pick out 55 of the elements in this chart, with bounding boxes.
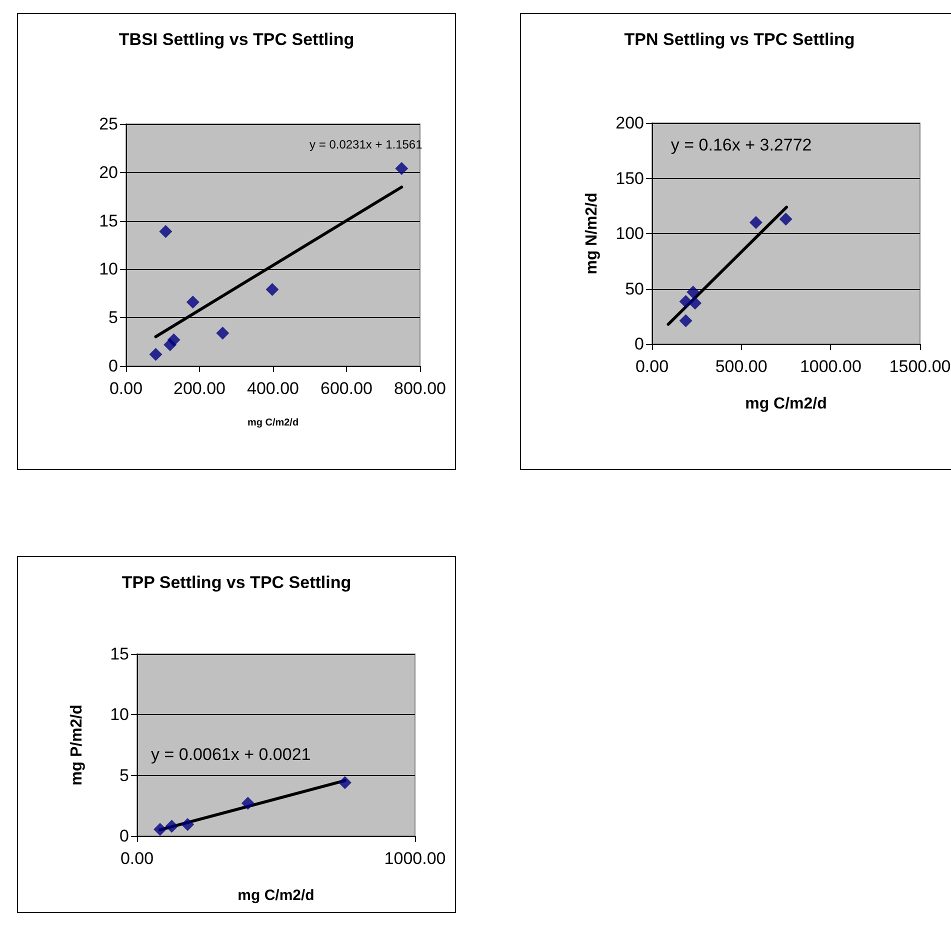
y-tick-label: 15	[99, 211, 118, 230]
point	[154, 822, 167, 836]
x-axis-title: mg C/m2/d	[745, 396, 827, 412]
y-tick-label: 150	[616, 168, 644, 188]
y-tick-label: 20	[99, 162, 118, 182]
x-tick-label: 0.00	[109, 379, 143, 398]
point	[159, 224, 172, 238]
point	[679, 294, 692, 308]
chart-title: TPN Settling vs TPC Settling	[624, 30, 855, 49]
x-tick-label: 1500.00	[889, 357, 951, 376]
point	[241, 796, 254, 810]
y-axis-title: mg N/m2/d	[584, 192, 600, 274]
y-tick-label: 200	[616, 114, 644, 132]
x-tick-label: 0.00	[635, 357, 669, 376]
x-tick-label: 500.00	[715, 357, 768, 376]
point	[167, 333, 180, 346]
chart-title: TPP Settling vs TPC Settling	[122, 573, 352, 592]
y-tick-label: 25	[99, 114, 118, 134]
x-tick-label: 0.00	[120, 849, 154, 868]
y-tick-label: 50	[625, 279, 644, 298]
point	[395, 162, 408, 176]
point	[686, 286, 700, 299]
x-axis-title: mg C/m2/d	[247, 418, 299, 428]
point	[181, 818, 194, 831]
y-tick-label: 0	[634, 334, 644, 354]
x-tick-label: 1000.00	[800, 357, 862, 376]
point	[266, 283, 279, 296]
point	[749, 216, 762, 229]
y-axis-title: mg P/m2/d	[68, 704, 86, 786]
x-tick-label: 400.00	[247, 379, 299, 398]
y-tick-label: 10	[110, 705, 129, 724]
point	[165, 820, 178, 833]
point	[216, 326, 230, 340]
x-axis-title: mg C/m2/d	[238, 887, 314, 904]
point	[338, 776, 352, 790]
point	[149, 348, 162, 361]
point	[679, 314, 692, 328]
annotation: y = 0.16x + 3.2772	[670, 135, 812, 154]
y-tick-label: 10	[99, 260, 118, 279]
chart-title: TBSI Settling vs TPC Settling	[118, 30, 354, 49]
y-tick-label: 0	[108, 356, 118, 376]
x-tick-label: 600.00	[320, 379, 372, 398]
y-tick-label: 15	[110, 644, 129, 664]
y-tick-label: 5	[120, 766, 129, 785]
y-tick-label: 0	[120, 826, 129, 846]
x-tick-label: 1000.00	[384, 849, 446, 868]
y-tick-label: 100	[616, 224, 644, 243]
point	[186, 296, 200, 309]
point	[688, 296, 702, 310]
annotation: y = 0.0231x + 1.1561	[310, 138, 423, 152]
y-tick-label: 5	[108, 308, 118, 328]
x-tick-label: 200.00	[174, 379, 226, 398]
annotation: y = 0.0061x + 0.0021	[151, 745, 311, 764]
x-tick-label: 800.00	[394, 379, 446, 398]
point	[779, 212, 792, 226]
